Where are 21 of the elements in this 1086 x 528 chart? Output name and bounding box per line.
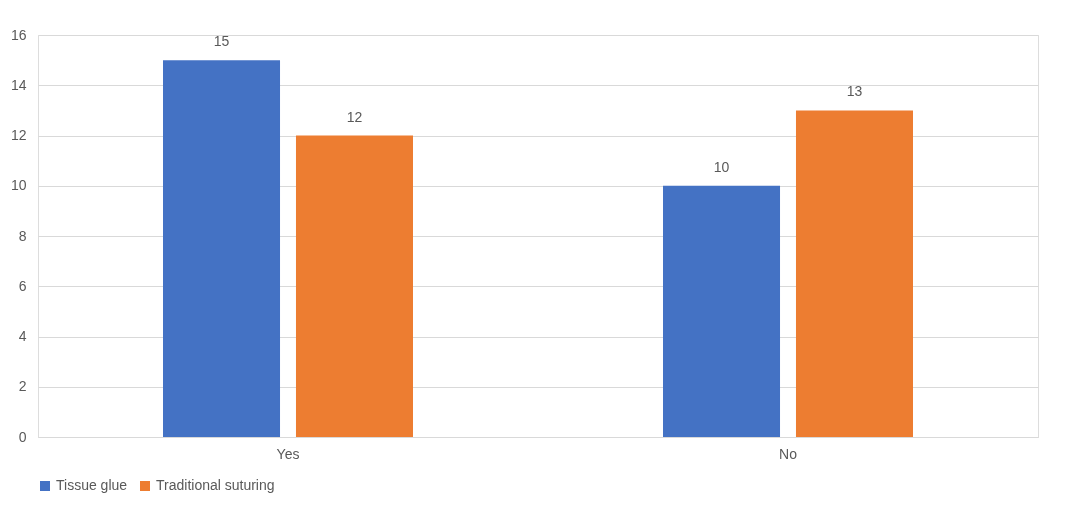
legend-label: Tissue glue — [56, 477, 128, 493]
bar — [295, 135, 413, 437]
y-tick-label: 14 — [10, 76, 27, 93]
bar — [663, 185, 781, 437]
y-tick-label: 10 — [10, 177, 27, 194]
y-tick-label: 12 — [10, 127, 27, 143]
bar — [795, 110, 913, 437]
data-label: 10 — [713, 158, 730, 175]
y-tick-label: 4 — [18, 328, 27, 344]
y-tick-label: 0 — [18, 428, 27, 445]
y-tick-label: 8 — [18, 227, 27, 244]
x-tick-label: Yes — [276, 445, 300, 462]
data-label: 13 — [846, 83, 863, 100]
y-tick-label: 6 — [18, 277, 27, 294]
legend-label: Traditional suturing — [156, 477, 275, 493]
y-tick-label: 2 — [18, 378, 27, 395]
y-tick-label: 16 — [10, 26, 27, 43]
bar — [163, 60, 281, 437]
data-label: 15 — [213, 33, 230, 50]
x-tick-label: No — [779, 445, 798, 462]
data-label: 12 — [346, 108, 363, 125]
